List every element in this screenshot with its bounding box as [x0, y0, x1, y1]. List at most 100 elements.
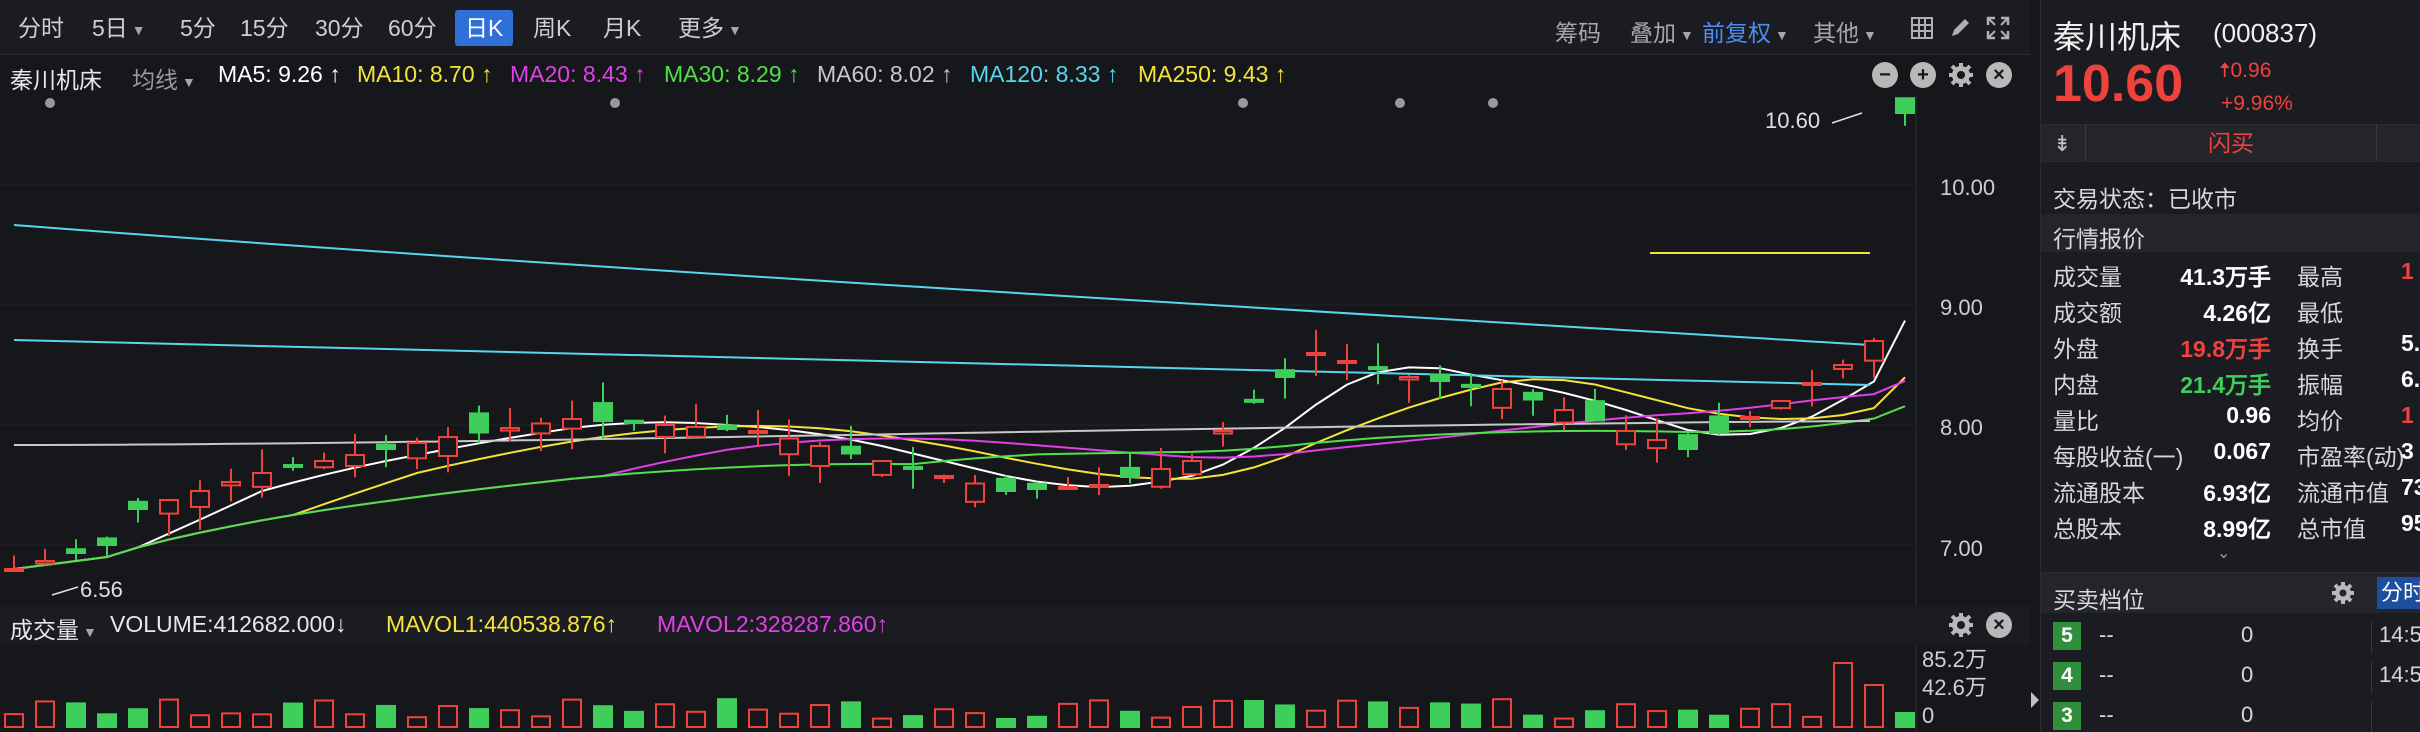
candle-body: [190, 490, 210, 508]
grid-layout-icon[interactable]: [1910, 16, 1934, 40]
volume-bar: [1151, 716, 1171, 729]
chevron-down-icon: ▼: [1775, 26, 1789, 43]
close-icon[interactable]: ×: [1986, 612, 2012, 638]
candle-body: [810, 445, 830, 467]
quote-value: 5.: [2401, 330, 2420, 356]
quote-label: 最高: [2297, 264, 2343, 290]
ma-legend-bar: 秦川机床 均线 ▼ MA5: 9.26 ↑ MA10: 8.70 ↑ MA20: …: [0, 55, 2030, 95]
volume-bar: [1492, 698, 1512, 728]
minus-icon[interactable]: −: [1872, 62, 1898, 88]
period-tab-5min[interactable]: 5分: [180, 15, 216, 41]
fenshi-tab[interactable]: 分时: [2377, 577, 2420, 609]
volume-indicator-dropdown[interactable]: 成交量 ▼: [10, 611, 97, 645]
volume-bar: [1058, 702, 1078, 729]
period-tab-60min[interactable]: 60分: [388, 15, 437, 41]
volume-tick: 85.2万: [1922, 647, 1987, 672]
collapse-icon[interactable]: ⇟: [2053, 131, 2072, 156]
volume-bar: [686, 710, 706, 728]
indicator-label: 均线: [132, 67, 178, 93]
period-tab-month[interactable]: 月K: [603, 15, 642, 41]
volume-bar: [748, 708, 768, 729]
volume-bar: [531, 715, 551, 728]
candle-body: [1399, 376, 1419, 381]
candle-body: [717, 424, 737, 430]
period-tab-30min[interactable]: 30分: [315, 15, 364, 41]
fullscreen-icon[interactable]: [1986, 16, 2010, 40]
candle-body: [1864, 340, 1884, 362]
settings-gear-icon[interactable]: [1948, 612, 1974, 638]
other-dropdown[interactable]: 其他 ▼: [1813, 14, 1877, 48]
flash-buy-button[interactable]: 闪买: [2085, 125, 2377, 161]
settings-gear-icon[interactable]: [2331, 581, 2355, 605]
expand-chevron-icon[interactable]: ⌄: [2217, 545, 2231, 562]
more-dropdown[interactable]: 更多 ▼: [678, 14, 742, 44]
quote-label: 成交额: [2053, 300, 2122, 326]
candle-body: [35, 560, 55, 565]
candle-body: [1895, 97, 1915, 114]
quote-label: 均价: [2297, 408, 2343, 434]
ma20-value: MA20: 8.43 ↑: [510, 61, 646, 87]
candle-body: [128, 500, 148, 510]
plus-icon[interactable]: +: [1910, 62, 1936, 88]
volume-bar: [438, 705, 458, 728]
quote-label: 换手: [2297, 336, 2343, 362]
quote-stock-code: (000837): [2213, 18, 2318, 48]
quote-change-value: 0.96: [2230, 59, 2272, 82]
orderbook-header: 买卖档位 分时: [2041, 572, 2420, 613]
indicator-dropdown[interactable]: 均线 ▼: [132, 61, 196, 95]
period-tab-fenshi[interactable]: 分时: [18, 15, 64, 41]
period-tab-5day[interactable]: 5日 ▼: [92, 14, 146, 44]
draw-pen-icon[interactable]: [1948, 16, 1972, 40]
quote-label: 最低: [2297, 300, 2343, 326]
volume-bar: [841, 701, 861, 728]
volume-bar: [1554, 717, 1574, 728]
settings-gear-icon[interactable]: [1948, 62, 1974, 88]
candle-body: [1492, 388, 1512, 409]
volume-chart[interactable]: 85.2万 42.6万 0: [0, 645, 2030, 732]
tick-time: 14:5: [2379, 662, 2420, 687]
candle-body: [1554, 409, 1574, 424]
trade-status-label: 交易状态：: [2053, 186, 2168, 212]
quote-label: 流通市值: [2297, 480, 2389, 506]
price-tick: 9.00: [1940, 295, 1983, 320]
candle-body: [1523, 391, 1543, 401]
quote-label: 量比: [2053, 408, 2099, 434]
period-tab-week[interactable]: 周K: [533, 15, 572, 41]
volume-bar: [965, 712, 985, 729]
overlay-dropdown[interactable]: 叠加 ▼: [1630, 14, 1694, 48]
volume-bar: [1275, 704, 1295, 729]
adjust-dropdown[interactable]: 前复权 ▼: [1702, 14, 1789, 48]
chips-button[interactable]: 筹码: [1555, 20, 1601, 46]
flash-buy-bar: ⇟ 闪买: [2041, 124, 2420, 162]
period-tab-15min[interactable]: 15分: [240, 15, 289, 41]
volume-bar: [159, 698, 179, 728]
ma-line: [13, 376, 1906, 570]
event-markers: [45, 98, 1498, 108]
high-price-label: 10.60: [1765, 108, 1820, 133]
panel-toggle-icon[interactable]: [2030, 690, 2040, 710]
close-icon[interactable]: ×: [1986, 62, 2012, 88]
quote-label: 成交量: [2053, 264, 2122, 290]
quote-value: 6.: [2401, 366, 2420, 392]
period-tab-day[interactable]: 日K: [455, 10, 514, 46]
candle-body: [1089, 484, 1109, 489]
quote-value: 19.8万手: [2180, 336, 2271, 362]
volume-label: 成交量: [10, 617, 79, 643]
volume-bar: [1523, 714, 1543, 728]
volume-bar: [283, 702, 303, 729]
candlesticks: [4, 97, 1915, 573]
volume-bar: [779, 712, 799, 728]
volume-bar: [1802, 715, 1822, 729]
volume-bar: [1213, 699, 1233, 728]
candle-body: [686, 426, 706, 438]
chevron-down-icon: ▼: [1680, 26, 1694, 43]
chevron-down-icon: ▼: [1863, 26, 1877, 43]
volume-bar: [314, 699, 334, 728]
volume-bar: [872, 717, 892, 728]
candle-body: [1306, 352, 1326, 356]
candle-body: [1678, 434, 1698, 450]
candle-body: [624, 419, 644, 425]
kline-chart[interactable]: 10.00 9.00 8.00 7.00 10.60 6.56: [0, 95, 2030, 605]
candle-body: [1058, 486, 1078, 490]
candle-body: [1585, 400, 1605, 422]
